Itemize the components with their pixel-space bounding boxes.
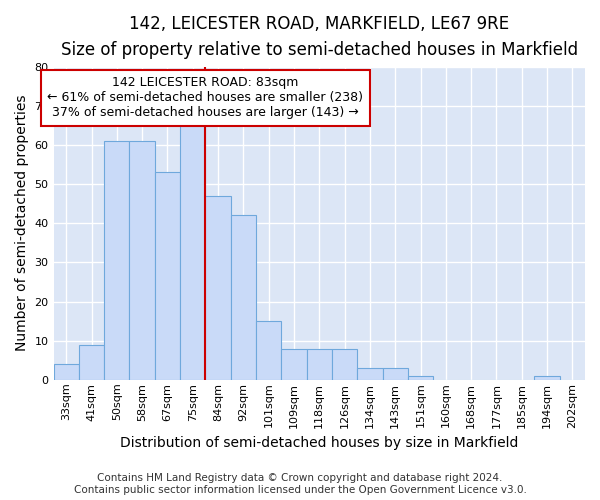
Bar [383, 368, 408, 380]
Text: Contains HM Land Registry data © Crown copyright and database right 2024.
Contai: Contains HM Land Registry data © Crown c… [74, 474, 526, 495]
Bar [230, 216, 256, 380]
Bar [155, 172, 180, 380]
Bar [332, 348, 357, 380]
Bar [256, 321, 281, 380]
Bar [104, 141, 130, 380]
Bar [53, 364, 79, 380]
Bar [130, 141, 155, 380]
Bar [408, 376, 433, 380]
Y-axis label: Number of semi-detached properties: Number of semi-detached properties [15, 95, 29, 351]
Bar [79, 344, 104, 380]
Bar [307, 348, 332, 380]
Bar [357, 368, 383, 380]
Text: 142 LEICESTER ROAD: 83sqm
← 61% of semi-detached houses are smaller (238)
37% of: 142 LEICESTER ROAD: 83sqm ← 61% of semi-… [47, 76, 364, 120]
Bar [281, 348, 307, 380]
Title: 142, LEICESTER ROAD, MARKFIELD, LE67 9RE
Size of property relative to semi-detac: 142, LEICESTER ROAD, MARKFIELD, LE67 9RE… [61, 15, 578, 60]
Bar [180, 126, 205, 380]
Bar [205, 196, 230, 380]
Bar [535, 376, 560, 380]
X-axis label: Distribution of semi-detached houses by size in Markfield: Distribution of semi-detached houses by … [120, 436, 518, 450]
